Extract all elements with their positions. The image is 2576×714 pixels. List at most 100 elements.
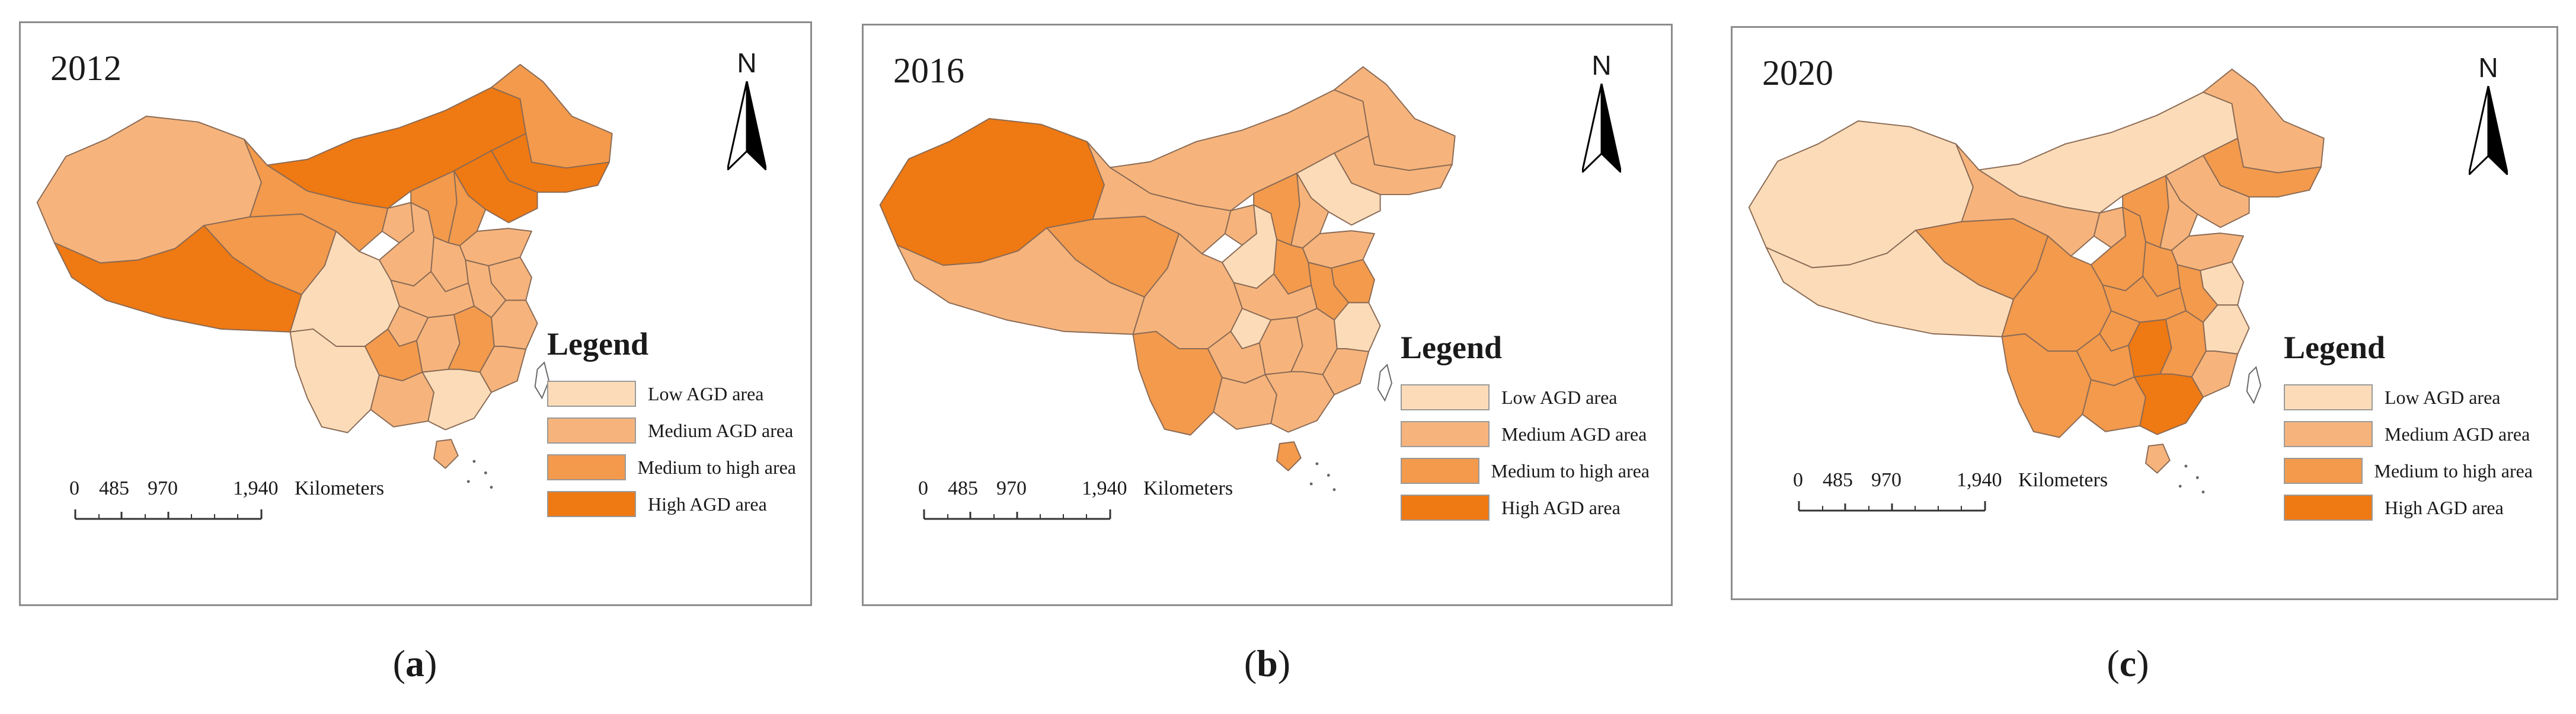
map-panel-2012: 2012 N Legend Low AGD area Medium AGD ar…	[6, 0, 818, 714]
legend-label: Medium to high area	[1491, 460, 1650, 482]
legend-item-medium-high: Medium to high area	[1401, 452, 1650, 489]
island-dot	[2195, 476, 2199, 479]
scale-tick-label: 0	[1793, 469, 1803, 491]
legend-item-low: Low AGD area	[547, 375, 796, 412]
map-year-label: 2020	[1762, 53, 1833, 93]
island-dot	[490, 486, 493, 489]
scale-bar-graphic	[923, 509, 1111, 520]
map-panel-2016: 2016 N Legend Low AGD area Medium AGD ar…	[862, 0, 1674, 714]
scale-tick-label: 970	[1871, 469, 1901, 491]
island-outline	[1377, 364, 1393, 402]
legend-item-high: High AGD area	[1401, 489, 1650, 526]
scale-tick-label: 485	[948, 477, 978, 499]
island-outline	[534, 361, 550, 400]
caption-letter: b	[1257, 642, 1278, 684]
north-label: N	[737, 47, 757, 78]
legend-label: Low AGD area	[1501, 386, 1618, 408]
legend-title: Legend	[547, 326, 649, 362]
island-dot	[1315, 462, 1319, 466]
island-outline	[2246, 366, 2262, 404]
province-guangxi	[2082, 376, 2146, 432]
province-guangxi	[370, 371, 434, 428]
legend: Legend Low AGD area Medium AGD area Medi…	[547, 326, 796, 522]
legend-label: Low AGD area	[2385, 386, 2501, 408]
legend-title: Legend	[2284, 330, 2386, 365]
legend-swatch	[1401, 384, 1490, 410]
north-arrow-icon	[2469, 86, 2508, 175]
scale-tick-label: 1,940	[1082, 477, 1127, 499]
scale-bar: 0 485 970 1,940 Kilometers	[69, 477, 430, 531]
legend-label: Medium AGD area	[648, 419, 794, 441]
island-dot	[2201, 490, 2205, 494]
province-guangdong	[421, 368, 492, 431]
legend: Legend Low AGD area Medium AGD area Medi…	[2284, 329, 2533, 526]
caption-letter: c	[2119, 642, 2137, 684]
map-year-label: 2016	[893, 51, 964, 90]
province-guangxi	[1213, 374, 1277, 430]
legend-item-low: Low AGD area	[1401, 379, 1650, 416]
scale-tick-label: 0	[69, 477, 79, 499]
map-frame: 2012 N Legend Low AGD area Medium AGD ar…	[19, 21, 812, 606]
map-panel-2020: 2020 N Legend Low AGD area Medium AGD ar…	[1731, 0, 2558, 714]
legend-label: Medium to high area	[637, 456, 796, 478]
island-dot	[1309, 482, 1313, 486]
scale-unit-label: Kilometers	[1143, 477, 1233, 499]
map-year-label: 2012	[50, 49, 122, 88]
panel-caption: (c)	[2107, 642, 2149, 684]
legend-item-high: High AGD area	[2284, 489, 2533, 526]
scale-bar-graphic	[74, 509, 263, 520]
legend-item-medium-high: Medium to high area	[547, 449, 796, 486]
scale-bar: 0 485 970 1,940 Kilometers	[918, 477, 1279, 531]
legend-item-low: Low AGD area	[2284, 379, 2533, 416]
legend-label: Medium AGD area	[2385, 423, 2530, 445]
legend-swatch	[547, 454, 626, 480]
scale-tick-label: 1,940	[1957, 469, 2002, 491]
legend-label: High AGD area	[648, 493, 767, 515]
legend-label: High AGD area	[2385, 496, 2504, 518]
legend-swatch	[547, 417, 636, 444]
legend-swatch	[547, 491, 636, 517]
legend-item-medium: Medium AGD area	[1401, 416, 1650, 452]
legend-label: High AGD area	[1501, 496, 1621, 518]
legend-swatch	[1401, 495, 1490, 521]
panel-caption: (a)	[392, 642, 437, 684]
legend-item-medium: Medium AGD area	[547, 412, 796, 449]
scale-tick-label: 0	[918, 477, 928, 499]
north-label: N	[2478, 52, 2498, 83]
legend-swatch	[2284, 458, 2363, 484]
north-arrow: N	[2462, 52, 2515, 176]
province-hainan	[1276, 441, 1302, 471]
north-arrow: N	[1575, 49, 1628, 174]
legend-swatch	[2284, 421, 2373, 447]
caption-letter: a	[405, 642, 424, 684]
legend-label: Medium AGD area	[1501, 423, 1647, 445]
legend-label: Low AGD area	[648, 383, 764, 404]
scale-unit-label: Kilometers	[2018, 469, 2108, 491]
legend-item-medium: Medium AGD area	[2284, 416, 2533, 452]
province-guangdong	[2133, 373, 2204, 435]
north-label: N	[1591, 50, 1612, 81]
scale-tick-label: 970	[996, 477, 1027, 499]
panel-caption: (b)	[1244, 642, 1291, 684]
island-dot	[1327, 473, 1330, 477]
province-hainan	[2145, 444, 2171, 474]
scale-bar: 0 485 970 1,940 Kilometers	[1793, 469, 2153, 522]
scale-bar-graphic	[1798, 501, 1986, 512]
scale-tick-label: 970	[148, 477, 178, 499]
legend-label: Medium to high area	[2374, 460, 2533, 482]
legend-item-high: High AGD area	[547, 486, 796, 522]
legend-item-medium-high: Medium to high area	[2284, 452, 2533, 489]
scale-unit-label: Kilometers	[295, 477, 385, 499]
legend-swatch	[547, 381, 636, 407]
island-dot	[2178, 485, 2182, 488]
legend-swatch	[2284, 495, 2373, 521]
island-dot	[472, 460, 476, 463]
scale-tick-label: 1,940	[233, 477, 279, 499]
province-hainan	[433, 439, 459, 469]
legend-swatch	[1401, 421, 1490, 447]
scale-tick-label: 485	[99, 477, 129, 499]
legend-title: Legend	[1401, 330, 1503, 365]
island-dot	[466, 480, 470, 483]
north-arrow-icon	[727, 81, 766, 170]
island-dot	[1332, 488, 1336, 492]
